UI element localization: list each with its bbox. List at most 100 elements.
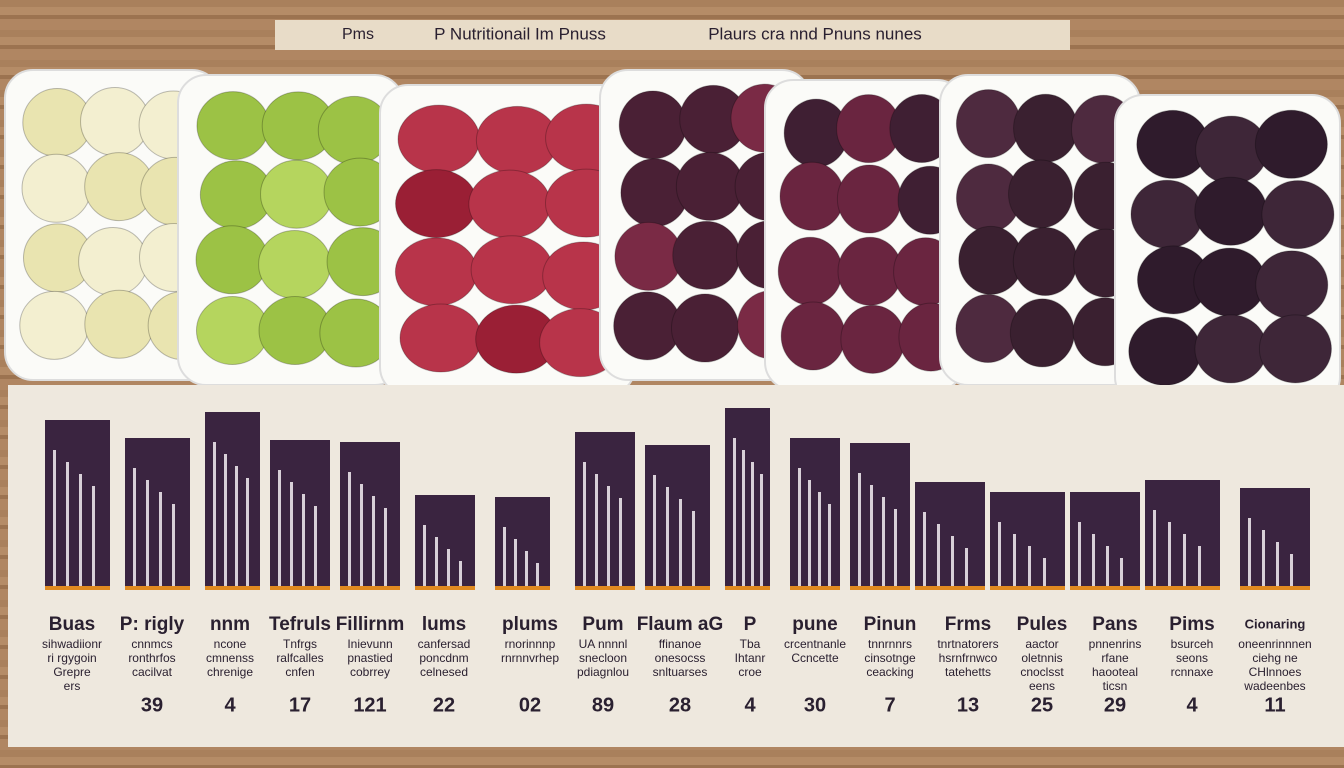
- bar-base: [270, 586, 330, 590]
- column-note: Tba: [740, 637, 761, 651]
- bar-stripe: [1198, 546, 1201, 588]
- bar-base: [915, 586, 985, 590]
- column-note: oneenrinnnen: [1238, 637, 1311, 651]
- bar-stripe: [692, 511, 695, 588]
- column-title: Flaum aG: [637, 614, 724, 635]
- column-note: Ccncette: [791, 651, 839, 665]
- bar-stripe: [666, 487, 669, 588]
- bar-stripe: [882, 497, 885, 588]
- column-note: ri rgygoin: [47, 651, 96, 665]
- column-note: ticsn: [1103, 679, 1128, 693]
- column-title: nnm: [210, 614, 250, 635]
- bar-base: [790, 586, 840, 590]
- fruit: [840, 304, 906, 374]
- fruit: [837, 236, 903, 306]
- column-note: rnrnnvrhep: [501, 651, 559, 665]
- bar-stripe: [870, 485, 873, 588]
- bar: [1240, 488, 1310, 588]
- bar-base: [415, 586, 475, 590]
- bar-stripe: [53, 450, 56, 588]
- column-number: 29: [1104, 694, 1126, 716]
- bar-stripe: [360, 484, 363, 588]
- fruit: [618, 90, 687, 160]
- bar-stripe: [66, 462, 69, 588]
- column-note: sihwadiionr: [42, 637, 102, 651]
- fruit: [955, 89, 1021, 159]
- column-note: cmnenss: [206, 651, 254, 665]
- fruit: [260, 159, 334, 229]
- bar-stripe: [607, 486, 610, 588]
- column-number: 11: [1264, 694, 1285, 716]
- column-number: 7: [884, 694, 895, 716]
- column-number: 89: [592, 694, 614, 716]
- bar-stripe: [133, 468, 136, 588]
- fruit: [394, 237, 478, 307]
- bar: [990, 492, 1065, 588]
- bar-stripe: [1028, 546, 1031, 588]
- column-note: tnrtnatorers: [937, 637, 998, 651]
- fruit: [1130, 179, 1204, 249]
- column-note: ncone: [214, 637, 247, 651]
- column-title: plums: [502, 614, 558, 635]
- column-note: rfane: [1101, 651, 1129, 665]
- bar-stripe: [1262, 530, 1265, 588]
- bar-stripe: [246, 478, 249, 588]
- bar: [1145, 480, 1220, 588]
- fruit: [196, 91, 270, 161]
- fruit: [19, 290, 90, 360]
- bar-stripe: [1168, 522, 1171, 588]
- column-note: pdiagnlou: [577, 665, 629, 679]
- fruit: [675, 151, 745, 221]
- column-number: 22: [433, 694, 455, 716]
- bar-stripe: [172, 504, 175, 588]
- fruit: [258, 229, 332, 299]
- bar-base: [850, 586, 910, 590]
- column-number: 30: [804, 694, 826, 716]
- column-note: cnoclsst: [1020, 665, 1064, 679]
- column-note: seons: [1176, 651, 1208, 665]
- column-note: snltuarses: [653, 665, 708, 679]
- header-right: Plaurs cra nnd Pnuns nunes: [708, 24, 922, 43]
- banner: [275, 20, 1070, 50]
- fruit: [780, 301, 846, 371]
- bar-stripe: [923, 512, 926, 588]
- column-note: Tnfrgs: [283, 637, 317, 651]
- column-title: P: [744, 614, 757, 635]
- bar-stripe: [514, 539, 517, 588]
- bar-stripe: [1078, 522, 1081, 588]
- fruit: [1194, 314, 1268, 384]
- fruit: [779, 161, 845, 231]
- bar-stripe: [536, 563, 539, 588]
- fruit: [670, 293, 740, 363]
- column-title: Frms: [945, 614, 991, 635]
- bar-base: [645, 586, 710, 590]
- fruit: [84, 289, 155, 359]
- column-title: lums: [422, 614, 466, 635]
- bar-stripe: [447, 549, 450, 588]
- bar-stripe: [146, 480, 149, 588]
- column-note: chrenige: [207, 665, 253, 679]
- column-note: pnnenrins: [1089, 637, 1142, 651]
- bar-stripe: [619, 498, 622, 588]
- bar-stripe: [858, 473, 861, 588]
- bar-stripe: [79, 474, 82, 588]
- column-note: onesocss: [655, 651, 706, 665]
- bar: [1070, 492, 1140, 588]
- fruit: [468, 169, 551, 239]
- bar-stripe: [290, 482, 293, 588]
- bar-stripe: [1092, 534, 1095, 588]
- bar-stripe: [1106, 546, 1109, 588]
- column-title: Pims: [1169, 614, 1214, 635]
- fruit: [78, 227, 148, 297]
- column-note: cnnmcs: [131, 637, 172, 651]
- bar-stripe: [278, 470, 281, 588]
- column-note: bsurceh: [1171, 637, 1214, 651]
- column-title: Buas: [49, 614, 95, 635]
- column-number: 25: [1031, 694, 1053, 716]
- column-number: 17: [289, 694, 311, 716]
- bar-stripe: [951, 536, 954, 588]
- bar-stripe: [235, 466, 238, 588]
- bar-stripe: [372, 496, 375, 588]
- bar-stripe: [1276, 542, 1279, 588]
